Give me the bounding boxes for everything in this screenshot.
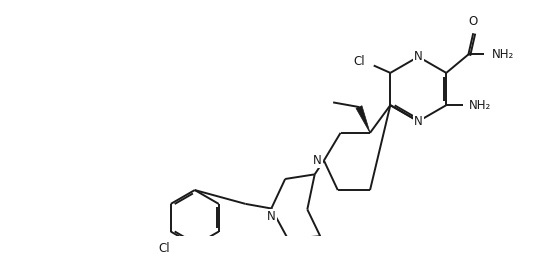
Text: NH₂: NH₂ [469, 99, 492, 112]
Text: N: N [414, 115, 422, 128]
Text: NH₂: NH₂ [492, 48, 514, 61]
Polygon shape [356, 106, 370, 133]
Text: Cl: Cl [354, 55, 365, 68]
Text: N: N [267, 210, 276, 223]
Text: Cl: Cl [158, 242, 170, 254]
Text: O: O [468, 15, 478, 28]
Text: N: N [414, 50, 422, 63]
Text: N: N [314, 154, 322, 167]
